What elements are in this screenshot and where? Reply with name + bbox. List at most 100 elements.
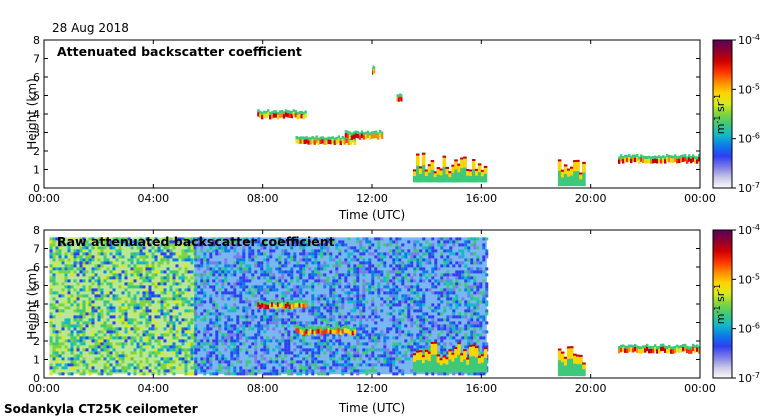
- noise-cell: [218, 252, 222, 256]
- noise-cell: [368, 288, 372, 292]
- noise-cell: [85, 303, 89, 307]
- layer-halo: [372, 65, 374, 69]
- layer-halo: [282, 111, 286, 115]
- noise-cell: [416, 294, 420, 298]
- noise-cell: [323, 372, 327, 376]
- noise-cell: [79, 303, 83, 307]
- noise-cell: [230, 309, 234, 313]
- noise-cell: [49, 246, 53, 250]
- layer-top: [421, 355, 426, 358]
- noise-cell: [326, 333, 330, 337]
- layer-top: [563, 356, 568, 359]
- noise-cell: [169, 315, 173, 319]
- noise-cell: [386, 357, 390, 361]
- noise-cell: [112, 321, 116, 325]
- noise-cell: [163, 270, 167, 274]
- noise-cell: [311, 324, 315, 328]
- noise-cell: [163, 306, 167, 310]
- noise-cell: [302, 324, 306, 328]
- noise-cell: [260, 288, 264, 292]
- noise-cell: [130, 246, 134, 250]
- noise-cell: [446, 261, 450, 265]
- noise-cell: [440, 264, 444, 268]
- noise-cell: [79, 267, 83, 271]
- noise-cell: [371, 348, 375, 352]
- noise-cell: [473, 270, 477, 274]
- noise-cell: [142, 240, 146, 244]
- layer-cell: [265, 304, 268, 309]
- noise-cell: [443, 273, 447, 277]
- noise-cell: [230, 306, 234, 310]
- noise-cell: [142, 315, 146, 319]
- layer-core: [579, 356, 583, 365]
- noise-cell: [464, 333, 468, 337]
- noise-cell: [401, 243, 405, 247]
- noise-cell: [242, 309, 246, 313]
- layer-halo: [282, 302, 286, 305]
- layer-halo: [630, 344, 633, 348]
- noise-cell: [473, 342, 477, 346]
- noise-cell: [287, 270, 291, 274]
- noise-cell: [299, 363, 303, 367]
- noise-cell: [395, 243, 399, 247]
- noise-cell: [443, 240, 447, 244]
- noise-cell: [248, 288, 252, 292]
- noise-cell: [91, 330, 95, 334]
- noise-cell: [190, 321, 194, 325]
- noise-cell: [178, 348, 182, 352]
- noise-cell: [251, 309, 255, 313]
- noise-cell: [121, 255, 125, 259]
- noise-cell: [215, 330, 219, 334]
- layer-cell: [299, 329, 302, 334]
- noise-cell: [58, 270, 62, 274]
- noise-cell: [260, 336, 264, 340]
- noise-cell: [332, 309, 336, 313]
- noise-cell: [112, 297, 116, 301]
- noise-cell: [215, 312, 219, 316]
- noise-cell: [88, 285, 92, 289]
- noise-cell: [139, 312, 143, 316]
- noise-cell: [263, 357, 267, 361]
- noise-cell: [106, 306, 110, 310]
- layer-top: [427, 351, 432, 354]
- noise-cell: [416, 333, 420, 337]
- noise-cell: [215, 333, 219, 337]
- noise-cell: [449, 279, 453, 283]
- colorbar-tick-label: 10-5: [738, 82, 760, 96]
- layer-halo: [274, 302, 278, 306]
- noise-cell: [329, 369, 333, 373]
- noise-cell: [118, 357, 122, 361]
- noise-cell: [290, 360, 294, 364]
- noise-cell: [359, 342, 363, 346]
- noise-cell: [413, 291, 417, 295]
- noise-cell: [169, 270, 173, 274]
- noise-cell: [422, 318, 426, 322]
- noise-cell: [335, 363, 339, 367]
- noise-cell: [380, 330, 384, 334]
- noise-cell: [233, 324, 237, 328]
- noise-cell: [281, 249, 285, 253]
- noise-cell: [269, 357, 273, 361]
- noise-cell: [130, 363, 134, 367]
- noise-cell: [263, 258, 267, 262]
- noise-cell: [461, 273, 465, 277]
- noise-cell: [305, 351, 309, 355]
- noise-cell: [254, 255, 258, 259]
- layer-cell: [654, 158, 657, 163]
- noise-cell: [293, 336, 297, 340]
- layer-core: [480, 356, 485, 363]
- noise-cell: [476, 267, 480, 271]
- noise-cell: [148, 270, 152, 274]
- noise-cell: [142, 252, 146, 256]
- noise-cell: [473, 303, 477, 307]
- layer-halo: [333, 327, 336, 330]
- noise-cell: [329, 366, 333, 370]
- noise-cell: [184, 330, 188, 334]
- noise-cell: [100, 249, 104, 253]
- noise-cell: [332, 300, 336, 304]
- layer-halo: [646, 156, 649, 159]
- noise-cell: [257, 324, 261, 328]
- noise-cell: [145, 336, 149, 340]
- noise-cell: [100, 354, 104, 358]
- noise-cell: [85, 336, 89, 340]
